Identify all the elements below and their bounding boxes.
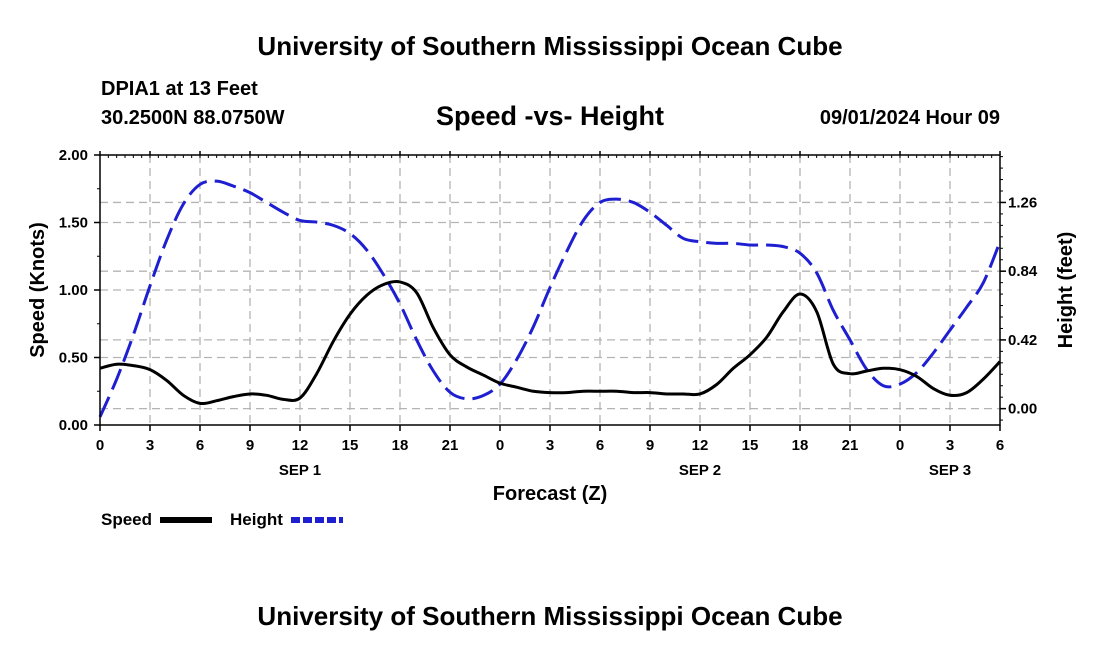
day-label: SEP 3 <box>929 462 971 479</box>
x-tick-label: 0 <box>96 437 104 454</box>
coords-line: 30.2500N 88.0750W <box>101 107 285 129</box>
y2-tick-label: 0.00 <box>1008 401 1037 418</box>
x-tick-label: 6 <box>596 437 604 454</box>
y-tick-label: 0.00 <box>59 417 88 434</box>
x-tick-label: 12 <box>292 437 309 454</box>
x-tick-label: 6 <box>196 437 204 454</box>
y2-axis-label: Height (feet) <box>1055 232 1077 349</box>
x-tick-label: 21 <box>842 437 859 454</box>
x-tick-label: 15 <box>742 437 759 454</box>
x-tick-label: 3 <box>546 437 554 454</box>
y-tick-label: 1.50 <box>59 215 88 232</box>
x-tick-label: 3 <box>946 437 954 454</box>
series-line-speed <box>99 279 1002 406</box>
top-title: University of Southern Mississippi Ocean… <box>257 31 842 61</box>
y-tick-label: 2.00 <box>59 147 88 164</box>
x-tick-label: 21 <box>442 437 459 454</box>
bottom-title: University of Southern Mississippi Ocean… <box>257 601 842 631</box>
y2-tick-label: 0.84 <box>1008 263 1038 280</box>
x-tick-label: 15 <box>342 437 359 454</box>
legend-speed-label: Speed <box>101 510 152 529</box>
axis-layer: 0 3 6 9 12 15 18 21 0 3 6 9 12 15 18 21 0 3 6 SEP 1 SEP 2 SEP… <box>59 147 1038 479</box>
y-tick-label: 1.00 <box>59 282 88 299</box>
day-label: SEP 1 <box>279 462 321 479</box>
y2-tick-label: 1.26 <box>1008 194 1037 211</box>
y-axis-label: Speed (Knots) <box>27 222 49 358</box>
series-line-height <box>98 179 1002 418</box>
y2-tick-label: 0.42 <box>1008 332 1037 349</box>
chart-title: Speed -vs- Height <box>436 101 664 131</box>
x-tick-label: 6 <box>996 437 1004 454</box>
legend-height-label: Height <box>230 510 283 529</box>
x-tick-label: 9 <box>646 437 654 454</box>
x-tick-label: 12 <box>692 437 709 454</box>
legend: Speed Height <box>101 510 343 529</box>
x-tick-label: 0 <box>496 437 504 454</box>
series-layer <box>98 179 1002 418</box>
x-tick-label: 9 <box>246 437 254 454</box>
date-line: 09/01/2024 Hour 09 <box>820 107 1000 129</box>
station-line: DPIA1 at 13 Feet <box>101 78 258 100</box>
y-tick-label: 0.50 <box>59 350 88 367</box>
x-axis-label: Forecast (Z) <box>493 483 607 505</box>
x-tick-label: 18 <box>792 437 809 454</box>
day-label: SEP 2 <box>679 462 721 479</box>
x-tick-label: 18 <box>392 437 409 454</box>
x-tick-label: 0 <box>896 437 904 454</box>
x-tick-label: 3 <box>146 437 154 454</box>
